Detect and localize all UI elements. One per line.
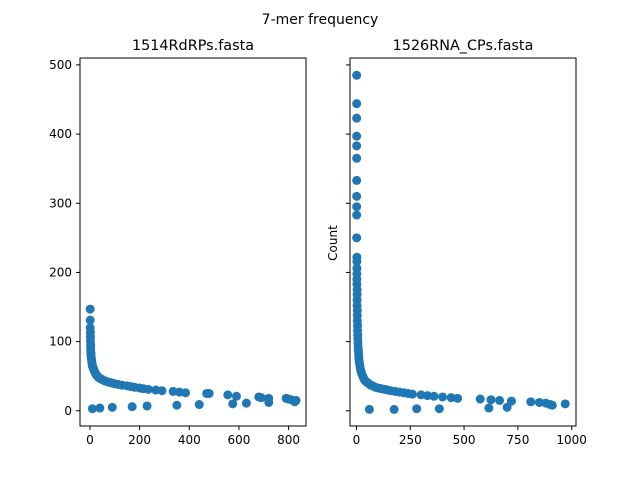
right-scatter-point bbox=[434, 404, 444, 414]
right-scatter-point bbox=[453, 393, 463, 403]
right-scatter-point bbox=[352, 113, 362, 123]
left-scatter-point bbox=[107, 402, 117, 412]
left-scatter-point bbox=[264, 397, 274, 407]
left-scatter-point bbox=[194, 400, 204, 410]
subplot-right-title: 1526RNA_CPs.fasta bbox=[393, 38, 534, 54]
right-scatter-point bbox=[495, 395, 505, 405]
left-xtick-label: 800 bbox=[277, 433, 300, 447]
right-scatter-point bbox=[484, 403, 494, 413]
subplot-left-ticks: 0 200 400 600 800 0 100 200 300 400 500 bbox=[49, 58, 300, 447]
left-scatter-point bbox=[181, 388, 191, 398]
subplot-left-title: 1514RdRPs.fasta bbox=[132, 38, 254, 54]
right-xtick-label: 250 bbox=[399, 433, 422, 447]
left-ytick-label: 100 bbox=[49, 335, 72, 349]
right-scatter-point bbox=[352, 70, 362, 80]
subplot-left: 1514RdRPs.fasta 0 200 400 600 800 0 100 200 300 4… bbox=[49, 38, 307, 447]
right-scatter-point bbox=[502, 402, 512, 412]
left-ytick-label: 200 bbox=[49, 265, 72, 279]
left-scatter-point bbox=[85, 304, 95, 314]
right-scatter-point bbox=[352, 233, 362, 243]
right-xtick-label: 500 bbox=[453, 433, 476, 447]
right-scatter-point bbox=[486, 395, 496, 405]
left-scatter-point bbox=[256, 393, 266, 403]
right-xtick-label: 0 bbox=[353, 433, 361, 447]
subplot-right-ylabel: Count bbox=[326, 225, 340, 261]
right-scatter-point bbox=[438, 392, 448, 402]
right-scatter-point bbox=[475, 394, 485, 404]
figure-suptitle: 7-mer frequency bbox=[262, 12, 379, 28]
subplot-left-frame bbox=[79, 57, 307, 427]
right-scatter-point bbox=[547, 400, 557, 410]
right-scatter-point bbox=[352, 202, 362, 212]
left-scatter-point bbox=[142, 401, 152, 411]
left-scatter-point bbox=[231, 391, 241, 401]
subplot-right-points bbox=[352, 70, 570, 414]
left-scatter-point bbox=[127, 402, 137, 412]
left-xtick-label: 0 bbox=[86, 433, 94, 447]
left-xtick-label: 400 bbox=[178, 433, 201, 447]
left-ytick-label: 300 bbox=[49, 196, 72, 210]
left-scatter-point bbox=[87, 404, 97, 414]
left-ytick-label: 0 bbox=[64, 404, 72, 418]
right-scatter-point bbox=[526, 397, 536, 407]
right-scatter-point bbox=[560, 399, 570, 409]
left-ytick-label: 500 bbox=[49, 58, 72, 72]
right-scatter-point bbox=[352, 256, 362, 266]
right-scatter-point bbox=[352, 141, 362, 151]
right-scatter-point bbox=[352, 131, 362, 141]
left-xtick-label: 600 bbox=[227, 433, 250, 447]
left-scatter-point bbox=[143, 384, 153, 394]
right-scatter-point bbox=[352, 210, 362, 220]
right-xtick-label: 1000 bbox=[556, 433, 587, 447]
right-scatter-point bbox=[407, 389, 417, 399]
right-scatter-point bbox=[364, 404, 374, 414]
right-scatter-point bbox=[389, 404, 399, 414]
right-scatter-point bbox=[352, 99, 362, 109]
right-xtick-label: 750 bbox=[506, 433, 529, 447]
left-scatter-point bbox=[95, 403, 105, 413]
left-scatter-point bbox=[223, 390, 233, 400]
left-scatter-point bbox=[204, 388, 214, 398]
right-scatter-point bbox=[429, 391, 439, 401]
left-scatter-point bbox=[85, 315, 95, 325]
subplot-right-frame bbox=[349, 57, 577, 427]
right-scatter-point bbox=[352, 175, 362, 185]
left-scatter-point bbox=[290, 397, 300, 407]
right-scatter-point bbox=[412, 404, 422, 414]
subplot-right-ticks: 0 250 500 750 1000 bbox=[346, 64, 587, 447]
subplot-left-points bbox=[85, 304, 301, 414]
left-scatter-point bbox=[172, 400, 182, 410]
left-xtick-label: 200 bbox=[128, 433, 151, 447]
right-scatter-point bbox=[352, 191, 362, 201]
left-scatter-point bbox=[228, 399, 238, 409]
right-scatter-point bbox=[352, 153, 362, 163]
subplot-right: 1526RNA_CPs.fasta Count 0 250 500 750 1000 bbox=[326, 38, 587, 447]
left-scatter-point bbox=[157, 386, 167, 396]
left-scatter-point bbox=[241, 398, 251, 408]
left-ytick-label: 400 bbox=[49, 127, 72, 141]
